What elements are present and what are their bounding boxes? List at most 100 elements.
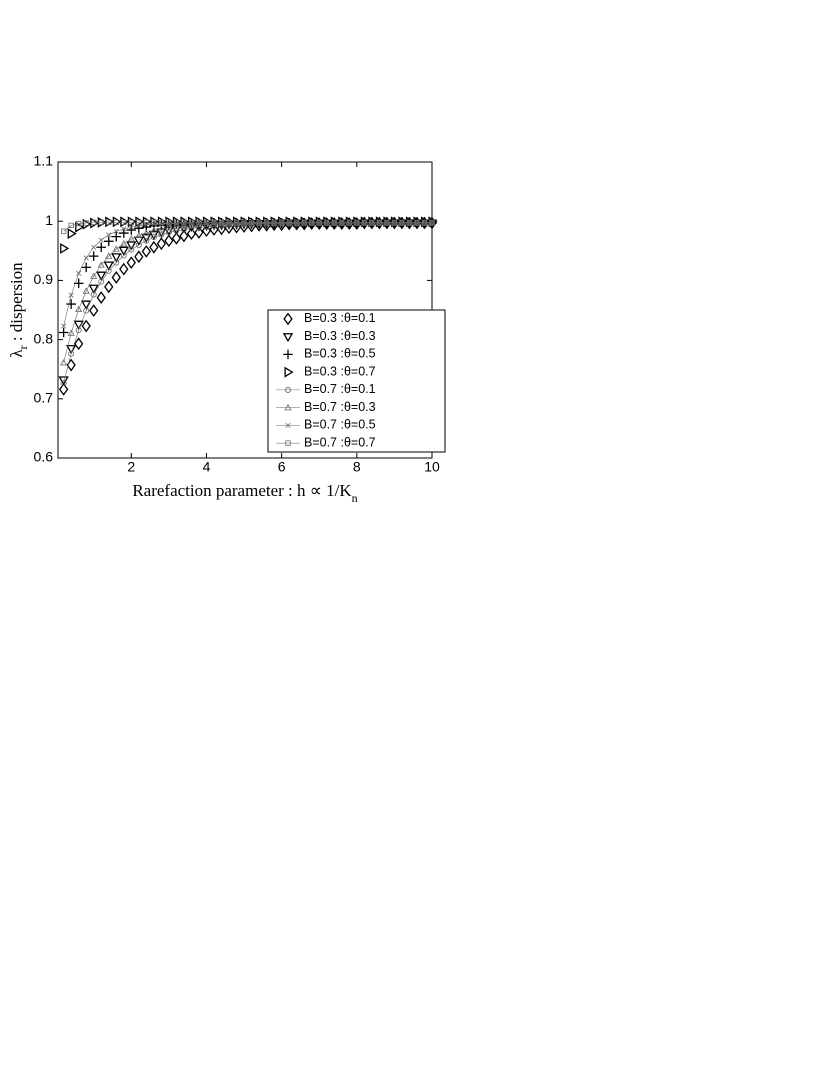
marker	[165, 224, 173, 231]
marker	[65, 344, 77, 355]
marker	[91, 244, 97, 250]
marker	[180, 226, 187, 233]
marker	[111, 231, 122, 242]
marker	[83, 255, 89, 261]
marker	[158, 219, 165, 226]
marker	[67, 329, 75, 336]
marker	[83, 307, 90, 314]
marker	[60, 358, 68, 366]
y-tick-label: 0.7	[34, 390, 54, 406]
legend-marker	[284, 403, 292, 411]
legend-marker	[282, 333, 294, 343]
marker	[106, 219, 112, 226]
marker	[120, 252, 127, 259]
marker	[83, 220, 89, 226]
marker	[90, 217, 100, 229]
marker	[81, 319, 91, 333]
marker	[210, 220, 218, 227]
legend-label: B=0.7 :θ=0.1	[304, 382, 376, 396]
marker	[301, 219, 307, 226]
y-axis-label: λr : dispersion	[7, 262, 30, 358]
marker	[113, 219, 119, 226]
marker	[82, 287, 90, 294]
marker	[105, 216, 115, 228]
marker	[256, 219, 262, 226]
marker	[286, 219, 292, 226]
legend-box	[267, 309, 446, 453]
x-tick-label: 2	[127, 459, 135, 475]
marker	[135, 241, 142, 248]
marker	[118, 246, 129, 256]
marker	[118, 228, 129, 238]
marker	[128, 246, 135, 253]
marker	[97, 261, 105, 268]
marker	[60, 228, 67, 234]
legend-label: B=0.3 :θ=0.3	[304, 329, 376, 343]
marker	[279, 219, 285, 226]
marker	[75, 305, 83, 313]
marker	[126, 256, 136, 270]
marker	[156, 237, 167, 251]
marker	[120, 216, 130, 228]
marker	[339, 219, 345, 226]
marker	[135, 231, 143, 239]
marker	[96, 291, 106, 304]
marker	[181, 219, 187, 226]
legend-label: B=0.7 :θ=0.3	[304, 400, 376, 414]
marker	[166, 221, 172, 227]
marker	[68, 292, 74, 298]
marker	[98, 237, 104, 243]
marker	[136, 219, 142, 226]
marker	[112, 245, 120, 252]
marker	[141, 233, 152, 243]
marker	[354, 219, 360, 226]
marker	[88, 284, 99, 294]
marker	[158, 231, 165, 238]
marker	[173, 221, 179, 227]
marker	[128, 224, 134, 230]
marker	[150, 234, 157, 241]
y-tick-label: 1	[45, 212, 53, 228]
marker	[68, 350, 75, 357]
marker	[143, 237, 150, 244]
marker	[202, 220, 211, 227]
marker	[179, 229, 189, 243]
x-tick-label: 4	[203, 459, 211, 475]
marker	[105, 267, 112, 274]
marker	[105, 252, 113, 259]
marker	[369, 219, 375, 226]
marker	[127, 235, 135, 242]
marker	[128, 219, 134, 226]
x-tick-label: 6	[278, 459, 286, 475]
marker	[164, 234, 174, 248]
marker	[196, 219, 202, 226]
marker	[90, 291, 97, 298]
marker	[103, 236, 114, 247]
marker	[316, 219, 322, 226]
marker	[103, 261, 114, 271]
marker	[218, 219, 225, 226]
marker	[248, 219, 255, 226]
marker	[81, 262, 91, 273]
marker	[429, 219, 435, 226]
marker	[76, 220, 82, 227]
marker	[113, 259, 120, 266]
marker	[135, 216, 145, 228]
marker	[203, 219, 210, 226]
marker	[361, 219, 367, 226]
marker	[89, 304, 99, 317]
marker	[96, 242, 107, 253]
marker	[233, 219, 240, 226]
marker	[106, 232, 112, 238]
marker	[121, 226, 127, 232]
marker	[271, 219, 277, 226]
y-label-rest: : dispersion	[7, 262, 26, 346]
marker	[113, 228, 119, 234]
marker	[126, 241, 137, 251]
marker	[173, 219, 180, 226]
marker	[391, 219, 398, 226]
marker	[376, 219, 383, 226]
marker	[82, 218, 92, 230]
marker	[194, 226, 204, 239]
